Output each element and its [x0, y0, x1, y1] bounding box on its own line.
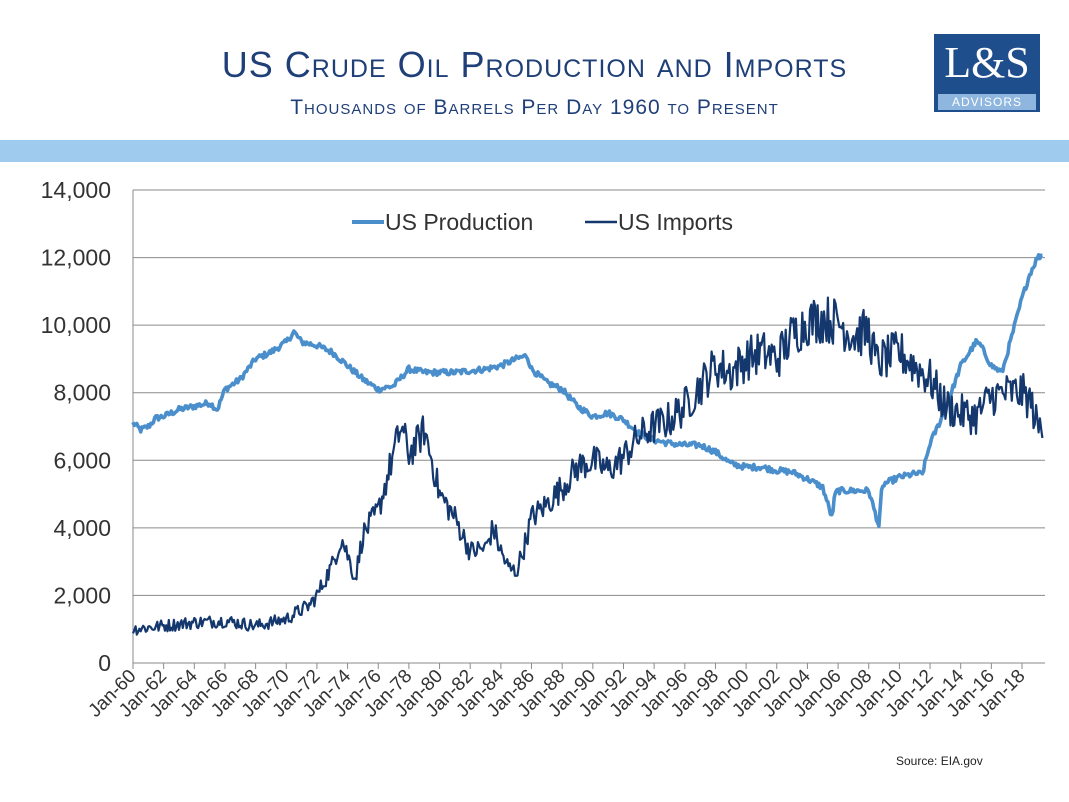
legend: US Production US Imports	[352, 209, 733, 235]
logo-subtext: ADVISORS	[938, 94, 1036, 110]
y-tick-label: 10,000	[41, 312, 111, 338]
logo-text: L&S	[944, 38, 1030, 87]
y-axis-ticks: 0 2,000 4,000 6,000 8,000 10,000 12,000 14,000	[41, 177, 111, 676]
series-lines	[131, 253, 1044, 636]
axes	[132, 190, 1045, 664]
source-note: Source: EIA.gov	[896, 754, 983, 768]
y-tick-label: 6,000	[53, 447, 111, 473]
series-line-us-imports	[131, 296, 1044, 636]
y-tick-label: 0	[98, 650, 111, 676]
x-axis-ticks: Jan-60Jan-62Jan-64Jan-66Jan-68Jan-70Jan-…	[85, 663, 1030, 722]
chart-subtitle: Thousands of Barrels Per Day 1960 to Pre…	[290, 96, 779, 119]
y-tick-label: 12,000	[41, 245, 111, 271]
chart-title: US Crude Oil Production and Imports	[221, 44, 848, 85]
legend-label-us-imports: US Imports	[618, 209, 733, 235]
company-logo: L&S ADVISORS	[934, 34, 1040, 112]
y-tick-label: 14,000	[41, 177, 111, 203]
header-band	[0, 140, 1069, 162]
y-tick-label: 4,000	[53, 515, 111, 541]
y-tick-label: 8,000	[53, 380, 111, 406]
gridlines	[133, 189, 1045, 596]
legend-label-us-production: US Production	[385, 209, 533, 235]
series-line-us-production	[131, 253, 1043, 528]
y-tick-label: 2,000	[53, 582, 111, 608]
